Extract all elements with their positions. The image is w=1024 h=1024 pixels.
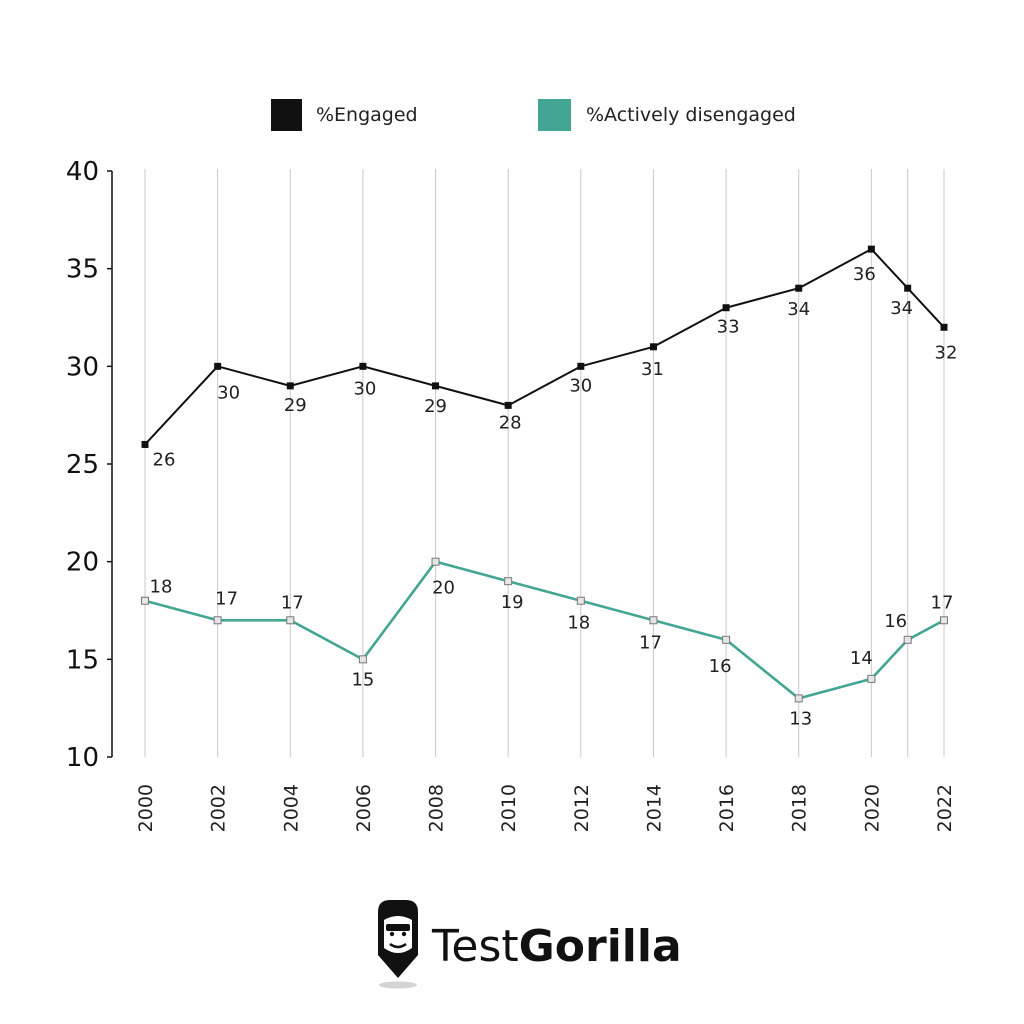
disengaged-point-2002 <box>213 616 222 625</box>
series-markers <box>141 245 948 703</box>
x-tick-label-2018: 2018 <box>789 784 811 832</box>
legend-label-actively-disengaged: %Actively disengaged <box>586 104 796 126</box>
x-tick-label-2020: 2020 <box>861 784 883 832</box>
series-lines <box>144 248 945 700</box>
y-tick-labels: 10 15 20 25 30 35 40 <box>66 157 99 773</box>
disengaged-point-2016 <box>722 635 731 644</box>
disengaged-label-2018: 13 <box>789 708 812 729</box>
x-tick-label-2010: 2010 <box>498 784 520 832</box>
disengaged-point-2006 <box>358 655 367 664</box>
engaged-label-2021: 34 <box>890 298 913 319</box>
y-tick-label-20: 20 <box>66 548 99 578</box>
engaged-point-2010 <box>504 401 512 409</box>
disengaged-label-2014: 17 <box>639 632 662 653</box>
disengaged-label-2000: 18 <box>150 577 173 598</box>
x-tick-label-2022: 2022 <box>934 784 956 832</box>
engaged-label-2004: 29 <box>284 395 307 416</box>
testgorilla-logo: TestGorilla <box>378 900 682 989</box>
engaged-point-2018 <box>795 284 803 292</box>
engaged-label-2002: 30 <box>217 382 240 403</box>
engaged-label-2012: 30 <box>569 375 592 396</box>
disengaged-label-2008: 20 <box>432 578 455 599</box>
y-tick-label-35: 35 <box>66 255 99 285</box>
engaged-point-2020 <box>867 245 875 253</box>
disengaged-label-2020: 14 <box>850 648 873 669</box>
disengaged-point-2010 <box>504 577 513 586</box>
disengaged-point-2021 <box>903 635 912 644</box>
legend-swatch-actively-disengaged <box>538 99 571 131</box>
y-tick-label-15: 15 <box>66 645 99 675</box>
engaged-label-2018: 34 <box>787 299 810 320</box>
disengaged-label-2002: 17 <box>215 588 238 609</box>
logo-wordmark: TestGorilla <box>431 921 682 972</box>
series-line-0 <box>144 248 945 446</box>
x-tick-label-2016: 2016 <box>716 784 738 832</box>
engaged-point-2002 <box>214 362 222 370</box>
engaged-label-2014: 31 <box>641 359 664 380</box>
series-line-1 <box>144 560 945 700</box>
legend: %Engaged %Actively disengaged <box>271 99 796 131</box>
disengaged-label-2021: 16 <box>884 611 907 632</box>
logo-text-light: Test <box>431 921 519 972</box>
disengaged-point-2018 <box>794 694 803 703</box>
legend-swatch-engaged <box>271 99 302 131</box>
gorilla-icon <box>378 900 418 989</box>
y-tick-label-25: 25 <box>66 450 99 480</box>
x-tick-label-2002: 2002 <box>208 784 230 832</box>
engaged-label-2008: 29 <box>424 396 447 417</box>
disengaged-label-2022: 17 <box>931 592 954 613</box>
x-tick-label-2000: 2000 <box>135 784 157 832</box>
x-tick-label-2012: 2012 <box>571 784 593 832</box>
disengaged-point-2008 <box>431 557 440 566</box>
disengaged-label-2010: 19 <box>501 592 524 613</box>
disengaged-point-2004 <box>286 616 295 625</box>
engaged-point-2012 <box>577 362 585 370</box>
x-tick-label-2004: 2004 <box>280 784 302 832</box>
disengaged-point-2020 <box>867 674 876 683</box>
engaged-point-2014 <box>649 343 657 351</box>
engaged-point-2016 <box>722 304 730 312</box>
engaged-label-2022: 32 <box>935 342 958 363</box>
y-tick-label-10: 10 <box>66 743 99 773</box>
x-tick-label-2006: 2006 <box>353 784 375 832</box>
engaged-label-2020: 36 <box>853 264 876 285</box>
engaged-point-2006 <box>359 362 367 370</box>
y-axis <box>107 170 113 758</box>
disengaged-point-2022 <box>940 616 948 625</box>
engaged-point-2000 <box>141 440 149 448</box>
engaged-point-2004 <box>286 382 294 390</box>
data-labels: 26 30 29 30 29 28 30 31 33 34 36 34 32 18 17 17 15 20 19 18… <box>150 264 958 729</box>
disengaged-point-2000 <box>141 596 149 605</box>
x-tick-labels: 2000 2002 2004 2006 2008 2010 2012 2014 2016 2018… <box>135 784 956 832</box>
disengaged-point-2012 <box>576 596 585 605</box>
gridlines <box>144 169 945 757</box>
x-tick-label-2014: 2014 <box>643 784 665 832</box>
disengaged-point-2014 <box>649 616 658 625</box>
engaged-label-2016: 33 <box>717 317 740 338</box>
engaged-label-2000: 26 <box>153 449 176 470</box>
x-tick-label-2008: 2008 <box>426 784 448 832</box>
engaged-point-2022 <box>940 323 948 331</box>
logo-text-bold: Gorilla <box>519 921 682 972</box>
disengaged-label-2004: 17 <box>281 592 304 613</box>
engaged-label-2006: 30 <box>353 378 376 399</box>
engaged-point-2008 <box>432 382 440 390</box>
disengaged-label-2016: 16 <box>709 656 732 677</box>
disengaged-label-2006: 15 <box>351 669 374 690</box>
legend-label-engaged: %Engaged <box>316 104 418 126</box>
engaged-point-2021 <box>904 284 912 292</box>
engaged-label-2010: 28 <box>499 412 522 433</box>
y-tick-label-40: 40 <box>66 157 99 187</box>
y-tick-label-30: 30 <box>66 352 99 382</box>
disengaged-label-2012: 18 <box>567 613 590 634</box>
